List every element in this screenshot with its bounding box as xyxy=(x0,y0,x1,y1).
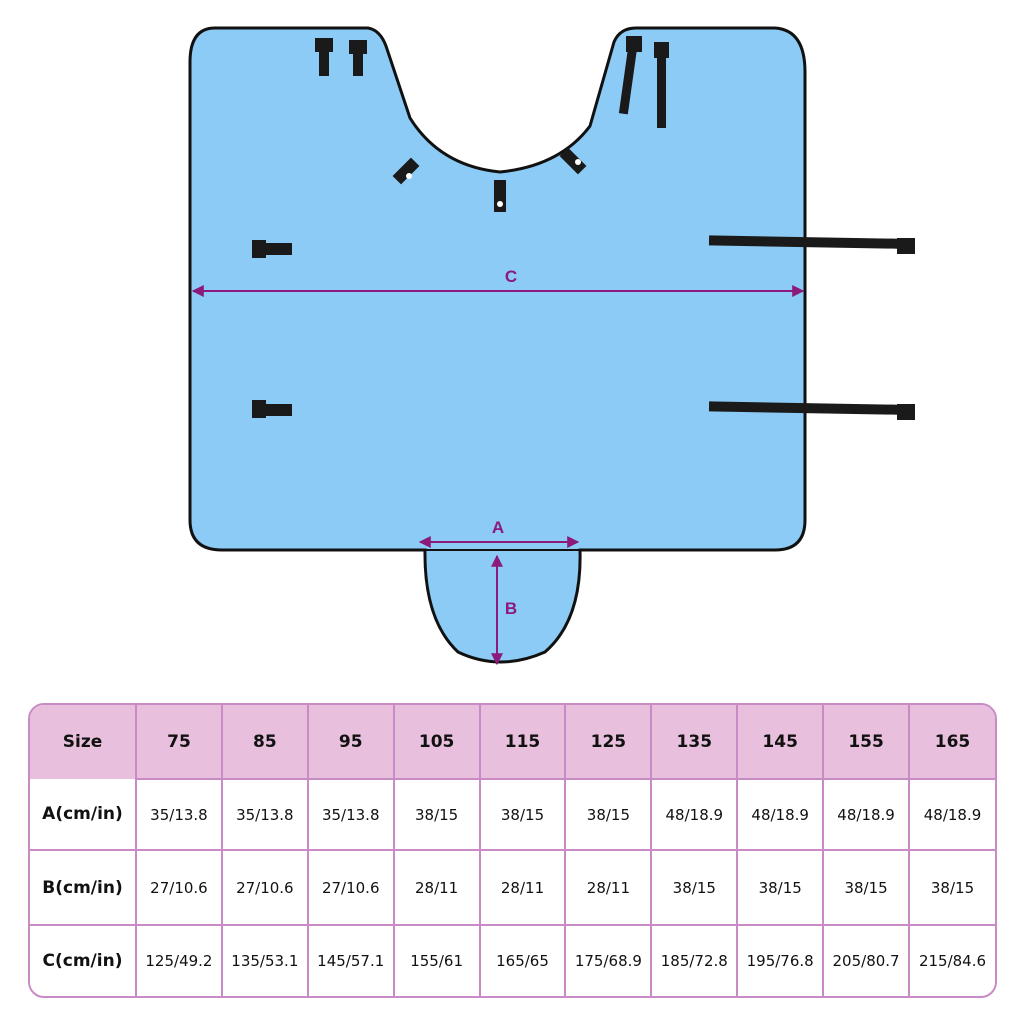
header-size-value: 165 xyxy=(908,705,995,779)
table-cell: 215/84.6 xyxy=(908,923,995,996)
header-size-value: 85 xyxy=(220,705,309,779)
table-cell: 185/72.8 xyxy=(650,923,739,996)
table-cell: 195/76.8 xyxy=(736,923,825,996)
header-size-value: 155 xyxy=(822,705,911,779)
table-cell: 35/13.8 xyxy=(220,777,309,852)
table-cell: 38/15 xyxy=(478,777,567,852)
header-size-value: 95 xyxy=(306,705,395,779)
table-cell: 38/15 xyxy=(736,849,825,926)
table-cell: 27/10.6 xyxy=(220,849,309,926)
table-cell: 38/15 xyxy=(392,777,481,852)
header-size-value: 115 xyxy=(478,705,567,779)
table-cell: 38/15 xyxy=(650,849,739,926)
table-cell: 38/15 xyxy=(564,777,653,852)
table-cell: 35/13.8 xyxy=(135,777,223,852)
straps xyxy=(252,36,915,420)
table-cell: 135/53.1 xyxy=(220,923,309,996)
table-cell: 28/11 xyxy=(564,849,653,926)
header-size-value: 135 xyxy=(650,705,739,779)
header-size-value: 125 xyxy=(564,705,653,779)
header-size-value: 145 xyxy=(736,705,825,779)
row-label: C(cm/in) xyxy=(30,923,137,996)
header-size-value: 75 xyxy=(135,705,223,779)
horse-blanket-diagram: C A B xyxy=(188,26,915,666)
table-cell: 28/11 xyxy=(478,849,567,926)
table-cell: 27/10.6 xyxy=(135,849,223,926)
table-row: C(cm/in) 125/49.2 135/53.1 145/57.1 155/61 16… xyxy=(30,923,995,996)
header-size: Size xyxy=(30,705,137,779)
table-cell: 35/13.8 xyxy=(306,777,395,852)
table-cell: 48/18.9 xyxy=(736,777,825,852)
measure-b-label: B xyxy=(505,599,517,618)
table-cell: 205/80.7 xyxy=(822,923,911,996)
table-cell: 48/18.9 xyxy=(822,777,911,852)
table-cell: 125/49.2 xyxy=(135,923,223,996)
table-cell: 145/57.1 xyxy=(306,923,395,996)
measure-a-label: A xyxy=(492,518,504,537)
header-size-value: 105 xyxy=(392,705,481,779)
table-cell: 48/18.9 xyxy=(650,777,739,852)
table-cell: 38/15 xyxy=(822,849,911,926)
table-header-row: Size 75 85 95 105 115 125 135 145 155 16… xyxy=(30,705,995,779)
table-cell: 175/68.9 xyxy=(564,923,653,996)
table-row: B(cm/in) 27/10.6 27/10.6 27/10.6 28/11 28/11 2… xyxy=(30,849,995,926)
blanket-body xyxy=(188,26,807,664)
table-cell: 28/11 xyxy=(392,849,481,926)
table-cell: 155/61 xyxy=(392,923,481,996)
measure-c-label: C xyxy=(505,267,517,286)
table-cell: 27/10.6 xyxy=(306,849,395,926)
table-cell: 48/18.9 xyxy=(908,777,995,852)
size-table: Size 75 85 95 105 115 125 135 145 155 16… xyxy=(28,703,997,998)
table-row: A(cm/in) 35/13.8 35/13.8 35/13.8 38/15 38/15 3… xyxy=(30,777,995,852)
table-cell: 165/65 xyxy=(478,923,567,996)
row-label: B(cm/in) xyxy=(30,849,137,926)
row-label: A(cm/in) xyxy=(30,779,137,852)
table-cell: 38/15 xyxy=(908,849,995,926)
